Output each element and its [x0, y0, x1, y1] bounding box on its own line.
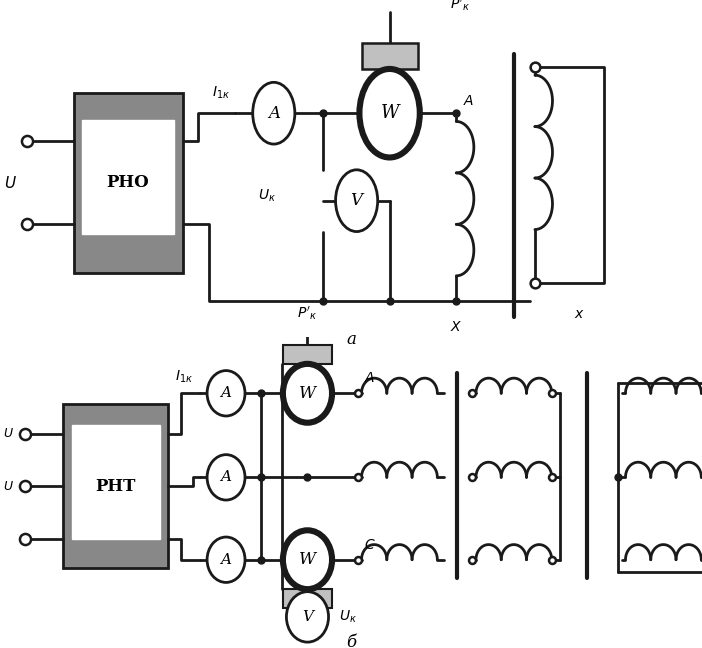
Text: A: A [220, 386, 232, 400]
Bar [283, 345, 332, 364]
Text: $C$: $C$ [364, 538, 376, 551]
Text: $U_{к}$: $U_{к}$ [258, 187, 276, 203]
Text: $U_{к}$: $U_{к}$ [339, 608, 357, 625]
Text: V: V [350, 192, 363, 209]
Text: A: A [220, 470, 232, 484]
Text: $X$: $X$ [450, 320, 463, 334]
Text: РНТ: РНТ [95, 478, 136, 494]
Text: $I_{1к}$: $I_{1к}$ [212, 84, 230, 101]
Text: A: A [267, 105, 280, 122]
Text: W: W [299, 385, 316, 402]
Text: V: V [302, 610, 313, 624]
Text: W: W [299, 551, 316, 568]
Text: $I_{1к}$: $I_{1к}$ [175, 368, 193, 385]
Bar [63, 404, 168, 568]
Bar [362, 43, 418, 69]
Bar [74, 93, 183, 273]
Text: $U$: $U$ [4, 175, 17, 191]
Text: A: A [220, 553, 232, 567]
Circle shape [283, 364, 332, 422]
Circle shape [286, 592, 329, 642]
Circle shape [207, 537, 245, 583]
Circle shape [336, 170, 378, 231]
Circle shape [207, 371, 245, 416]
Text: $x$: $x$ [574, 307, 585, 321]
Text: $A$: $A$ [463, 94, 475, 108]
Text: $U$: $U$ [3, 480, 14, 492]
Text: $U$: $U$ [3, 427, 14, 440]
Bar [82, 121, 174, 234]
Bar [283, 589, 332, 608]
Bar [72, 425, 160, 538]
Circle shape [253, 82, 295, 144]
Text: $P'_{к}$: $P'_{к}$ [450, 0, 470, 13]
Text: б: б [346, 634, 356, 648]
Circle shape [359, 69, 420, 157]
Circle shape [283, 530, 332, 589]
Text: W: W [380, 104, 399, 122]
Text: а: а [346, 331, 356, 348]
Circle shape [207, 455, 245, 500]
Text: $P'_{к}$: $P'_{к}$ [298, 305, 317, 322]
Text: $A$: $A$ [364, 371, 375, 385]
Text: РНО: РНО [107, 174, 150, 191]
